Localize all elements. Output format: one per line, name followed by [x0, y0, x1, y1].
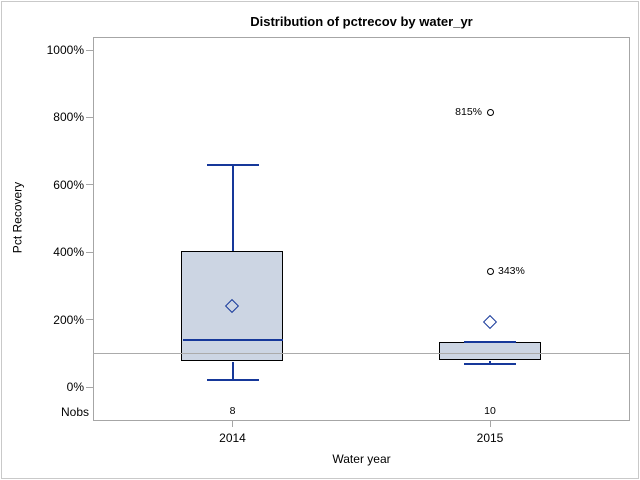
y-axis-tick-label: 200%	[53, 312, 84, 327]
box	[181, 250, 283, 361]
x-axis-tick	[232, 421, 233, 427]
x-axis-tick	[489, 421, 491, 427]
y-axis-tick	[86, 184, 93, 186]
median-line	[182, 338, 283, 341]
whisker-cap-upper	[464, 340, 516, 343]
x-axis-tick-label: 2014	[219, 431, 246, 445]
y-axis-tick-label: 1000%	[46, 43, 84, 57]
nobs-value: 10	[484, 405, 496, 417]
whisker-cap-lower	[464, 363, 516, 366]
plot-area	[93, 37, 630, 421]
reference-line	[93, 352, 630, 354]
y-axis-tick-label: 600%	[53, 177, 84, 192]
whisker-cap-lower	[206, 379, 259, 382]
y-axis-tick-label: 800%	[53, 110, 84, 125]
y-axis-title: Pct Recovery	[10, 181, 25, 254]
nobs-value: 8	[229, 405, 236, 417]
chart-title: Distribution of pctrecov by water_yr	[250, 14, 473, 29]
whisker-line-lower	[231, 361, 234, 381]
whisker-cap-upper	[206, 163, 259, 166]
y-axis-tick	[86, 386, 93, 388]
y-axis-tick-label: 0%	[66, 380, 84, 394]
box	[438, 341, 541, 360]
y-axis-tick	[86, 116, 93, 118]
outlier-point	[486, 108, 494, 116]
x-axis-title: Water year	[332, 452, 391, 466]
outlier-point	[486, 267, 494, 275]
outlier-label: 343%	[498, 264, 525, 277]
y-axis-tick	[86, 49, 93, 51]
whisker-line-lower	[489, 360, 491, 365]
whisker-line-upper	[231, 164, 234, 251]
nobs-row-label: Nobs	[60, 405, 89, 419]
y-axis-tick-label: 400%	[53, 245, 84, 260]
y-axis-tick	[86, 319, 93, 321]
y-axis-tick	[86, 251, 93, 253]
outlier-label: 815%	[455, 105, 482, 118]
x-axis-tick-label: 2015	[476, 431, 504, 445]
